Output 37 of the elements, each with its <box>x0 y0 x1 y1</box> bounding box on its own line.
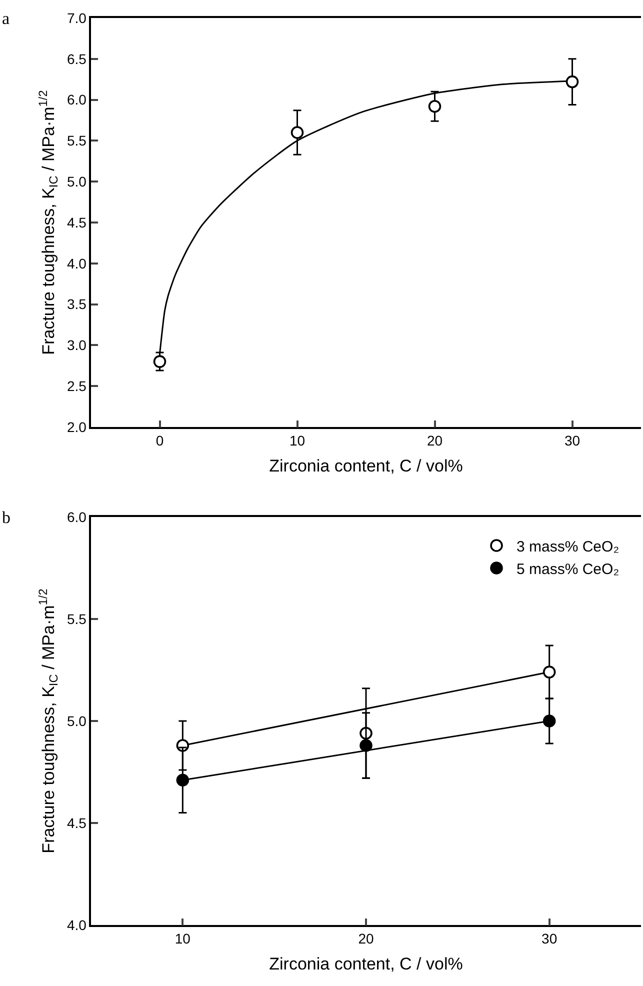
point <box>153 355 166 368</box>
y-tick-label: 3.5 <box>66 296 87 312</box>
x-tick-label: 10 <box>289 432 306 449</box>
point <box>428 100 442 113</box>
x-axis-title: Zirconia content, C / vol% <box>269 954 463 974</box>
point <box>542 714 556 728</box>
point <box>176 774 190 787</box>
x-tick-label: 20 <box>358 930 374 947</box>
x-axis-title: Zirconia content, C / vol% <box>269 456 463 476</box>
y-tick-label: 5.0 <box>66 174 87 190</box>
y-tick-label: 2.5 <box>66 378 87 394</box>
y-tick-label: 5.0 <box>66 712 87 729</box>
y-tick-label: 5.5 <box>66 610 87 627</box>
x-tick-label: 0 <box>156 432 164 449</box>
point <box>360 739 372 752</box>
text: b <box>2 508 10 527</box>
x-tick-label: 30 <box>542 930 558 947</box>
text: a <box>2 9 10 28</box>
y-tick-label: 4.5 <box>66 214 87 230</box>
y-tick-label: 7.0 <box>66 10 87 26</box>
x-tick-label: 30 <box>564 432 580 449</box>
legend-label: 5 mass% CeO₂ <box>516 560 620 578</box>
y-tick-label: 4.0 <box>66 255 87 272</box>
y-tick-label: 4.5 <box>66 814 87 831</box>
legend-label: 3 mass% CeO₂ <box>516 538 620 556</box>
y-tick-label: 3.0 <box>66 337 87 354</box>
point <box>542 666 556 678</box>
x-tick-label: 20 <box>426 432 443 449</box>
point <box>290 126 304 139</box>
y-tick-label: 6.0 <box>66 508 87 525</box>
point <box>566 75 579 88</box>
x-tick-label: 10 <box>174 930 191 947</box>
y-tick-label: 6.0 <box>66 92 87 108</box>
y-tick-label: 4.0 <box>66 916 87 933</box>
y-tick-label: 6.5 <box>66 50 87 67</box>
y-tick-label: 2.0 <box>66 418 87 435</box>
y-tick-label: 5.5 <box>66 132 87 149</box>
